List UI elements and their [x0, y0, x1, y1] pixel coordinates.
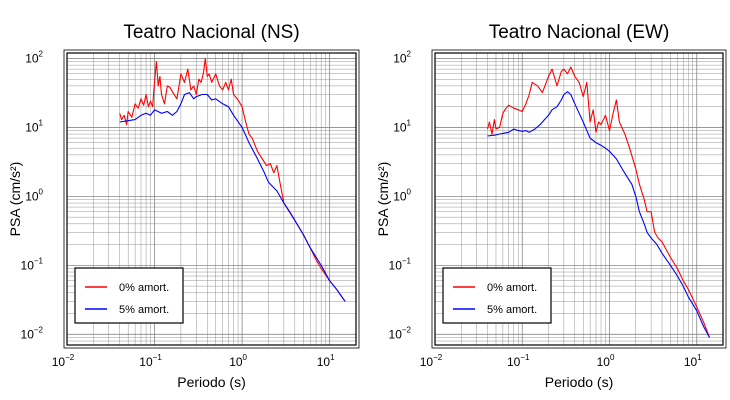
plot-frame	[434, 52, 724, 346]
y-tick-label: 100	[25, 187, 43, 203]
legend-label: 0% amort.	[487, 282, 537, 294]
legend-label: 5% amort.	[487, 304, 537, 316]
y-tick-label: 101	[25, 118, 43, 134]
legend-box	[442, 267, 552, 324]
y-axis-label: PSA (cm/s²)	[7, 162, 23, 237]
plot-frame	[66, 52, 357, 346]
chart-panel-1: Teatro Nacional (NS) 10−2 10−1 100 101 10−2 10…	[7, 22, 360, 390]
chart-panel-2: Teatro Nacional (EW) 10−2 10−1 100 101 10−2 10…	[375, 22, 727, 390]
y-tick-label: 101	[393, 118, 411, 134]
y-tick-label: 102	[393, 49, 411, 65]
legend: 0% amort. 5% amort.	[442, 267, 552, 324]
x-tick-label: 10−2	[420, 353, 443, 369]
x-tick-label: 100	[597, 353, 615, 369]
x-tick-label: 100	[229, 353, 247, 369]
series-line-damping-0	[486, 66, 711, 338]
plot-frame-outer	[431, 49, 727, 349]
x-tick-label: 10−2	[52, 353, 75, 369]
y-axis-label: PSA (cm/s²)	[375, 162, 391, 237]
grid	[435, 53, 723, 345]
chart-title: Teatro Nacional (EW)	[489, 22, 670, 43]
y-tick-label: 10−1	[389, 256, 412, 272]
x-axis-label: Periodo (s)	[545, 374, 613, 390]
plot-frame-outer	[63, 49, 360, 349]
y-tick-label: 102	[25, 49, 43, 65]
x-tick-label: 10−1	[139, 353, 162, 369]
series-line-damping-5	[119, 92, 346, 302]
y-tick-label: 10−1	[21, 256, 44, 272]
y-tick-label: 100	[393, 187, 411, 203]
y-tick-label: 10−2	[389, 325, 412, 341]
x-tick-label: 101	[317, 353, 335, 369]
x-tick-label: 101	[684, 353, 702, 369]
series-line-damping-0	[119, 57, 346, 302]
series-line-damping-5	[487, 91, 710, 338]
x-tick-label: 10−1	[507, 353, 530, 369]
legend-box	[74, 267, 184, 324]
legend-label: 0% amort.	[119, 282, 169, 294]
legend: 0% amort. 5% amort.	[74, 267, 184, 324]
y-tick-label: 10−2	[21, 325, 44, 341]
legend-label: 5% amort.	[119, 304, 169, 316]
chart-title: Teatro Nacional (NS)	[123, 22, 299, 43]
x-axis-label: Periodo (s)	[177, 374, 245, 390]
